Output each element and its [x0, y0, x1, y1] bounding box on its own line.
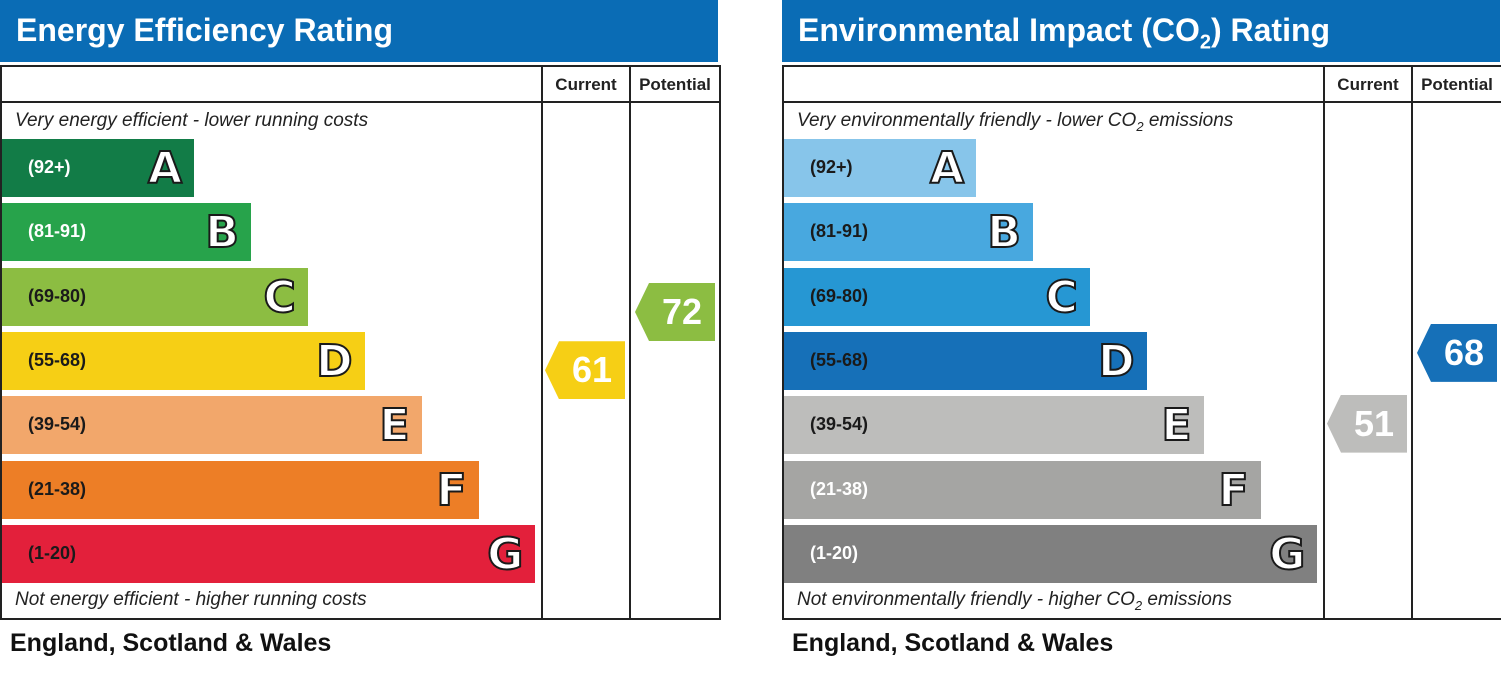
top-note: Very energy efficient - lower running co…: [15, 110, 369, 131]
band-range-label: (39-54): [28, 414, 87, 435]
band-letter: B: [204, 206, 240, 259]
band-range-label: (21-38): [810, 478, 869, 499]
band-range-label: (81-91): [28, 221, 87, 242]
band-letter: G: [486, 528, 524, 581]
band-letter: E: [379, 399, 411, 452]
potential-rating-value: 72: [661, 290, 703, 332]
band-range-label: (69-80): [28, 285, 87, 306]
band-letter: G: [1268, 528, 1306, 581]
current-column-divider: [541, 67, 543, 618]
header-divider: [2, 101, 719, 103]
band-range-label: (69-80): [810, 285, 869, 306]
band-letter: C: [262, 271, 296, 324]
current-header: Current: [1337, 75, 1399, 94]
current-rating-value: 61: [571, 349, 613, 391]
band-letter: A: [147, 142, 183, 195]
band-range-label: (81-91): [810, 221, 869, 242]
band-range-label: (55-68): [28, 349, 87, 370]
band-a: (92+) A: [2, 139, 194, 197]
title-bar: Environmental Impact (CO2) Rating: [782, 0, 1500, 62]
band-letter: B: [986, 206, 1022, 259]
potential-rating-value: 68: [1443, 331, 1485, 373]
band-g: (1-20) G: [2, 524, 536, 583]
band-letter: C: [1044, 271, 1078, 324]
footer-region: England, Scotland & Wales: [792, 629, 1114, 657]
band-range-label: (92+): [28, 157, 71, 177]
band-range-label: (1-20): [28, 542, 77, 563]
potential-header: Potential: [1421, 75, 1493, 94]
band-d: (55-68) D: [2, 331, 365, 390]
band-letter: F: [435, 464, 467, 517]
band-d: (55-68) D: [784, 331, 1147, 390]
top-note: Very environmentally friendly - lower CO…: [797, 110, 1234, 134]
current-header: Current: [555, 75, 617, 94]
environmental-impact-panel: Environmental Impact (CO2) Rating Curren…: [782, 0, 1501, 675]
band-f: (21-38) F: [2, 460, 479, 519]
band-c: (69-80) C: [784, 267, 1090, 326]
band-range-label: (55-68): [810, 349, 869, 370]
bottom-note: Not environmentally friendly - higher CO…: [797, 589, 1232, 613]
band-g: (1-20) G: [784, 524, 1318, 583]
rating-frame: Current Potential Very energy efficient …: [0, 65, 721, 620]
band-e: (39-54) E: [2, 396, 422, 455]
current-rating-arrow: 61: [545, 341, 625, 400]
chart-title: Environmental Impact (CO2) Rating: [798, 12, 1331, 54]
potential-column-divider: [1411, 67, 1413, 618]
band-range-label: (21-38): [28, 478, 87, 499]
band-letter: E: [1161, 399, 1193, 452]
potential-column-divider: [629, 67, 631, 618]
current-rating-value: 51: [1353, 402, 1395, 444]
header-divider: [784, 101, 1501, 103]
current-rating-arrow: 51: [1327, 394, 1407, 453]
rating-frame: Current Potential Very environmentally f…: [782, 65, 1501, 620]
band-a: (92+) A: [784, 139, 976, 197]
title-bar: Energy Efficiency Rating: [0, 0, 718, 62]
band-b: (81-91) B: [2, 203, 251, 262]
band-range-label: (1-20): [810, 542, 859, 563]
band-letter: D: [1097, 335, 1136, 388]
band-range-label: (39-54): [810, 414, 869, 435]
band-c: (69-80) C: [2, 267, 308, 326]
chart-title: Energy Efficiency Rating: [16, 12, 393, 48]
band-letter: A: [929, 142, 965, 195]
band-range-label: (92+): [810, 157, 853, 177]
band-f: (21-38) F: [784, 460, 1261, 519]
potential-header: Potential: [639, 75, 711, 94]
band-b: (81-91) B: [784, 203, 1033, 262]
footer-region: England, Scotland & Wales: [10, 629, 332, 657]
band-letter: F: [1217, 464, 1249, 517]
band-letter: D: [315, 335, 354, 388]
potential-rating-arrow: 72: [635, 282, 715, 341]
potential-rating-arrow: 68: [1417, 323, 1497, 382]
current-column-divider: [1323, 67, 1325, 618]
band-e: (39-54) E: [784, 396, 1204, 455]
bottom-note: Not energy efficient - higher running co…: [15, 589, 367, 610]
energy-efficiency-panel: Energy Efficiency Rating Current Potenti…: [0, 0, 721, 675]
